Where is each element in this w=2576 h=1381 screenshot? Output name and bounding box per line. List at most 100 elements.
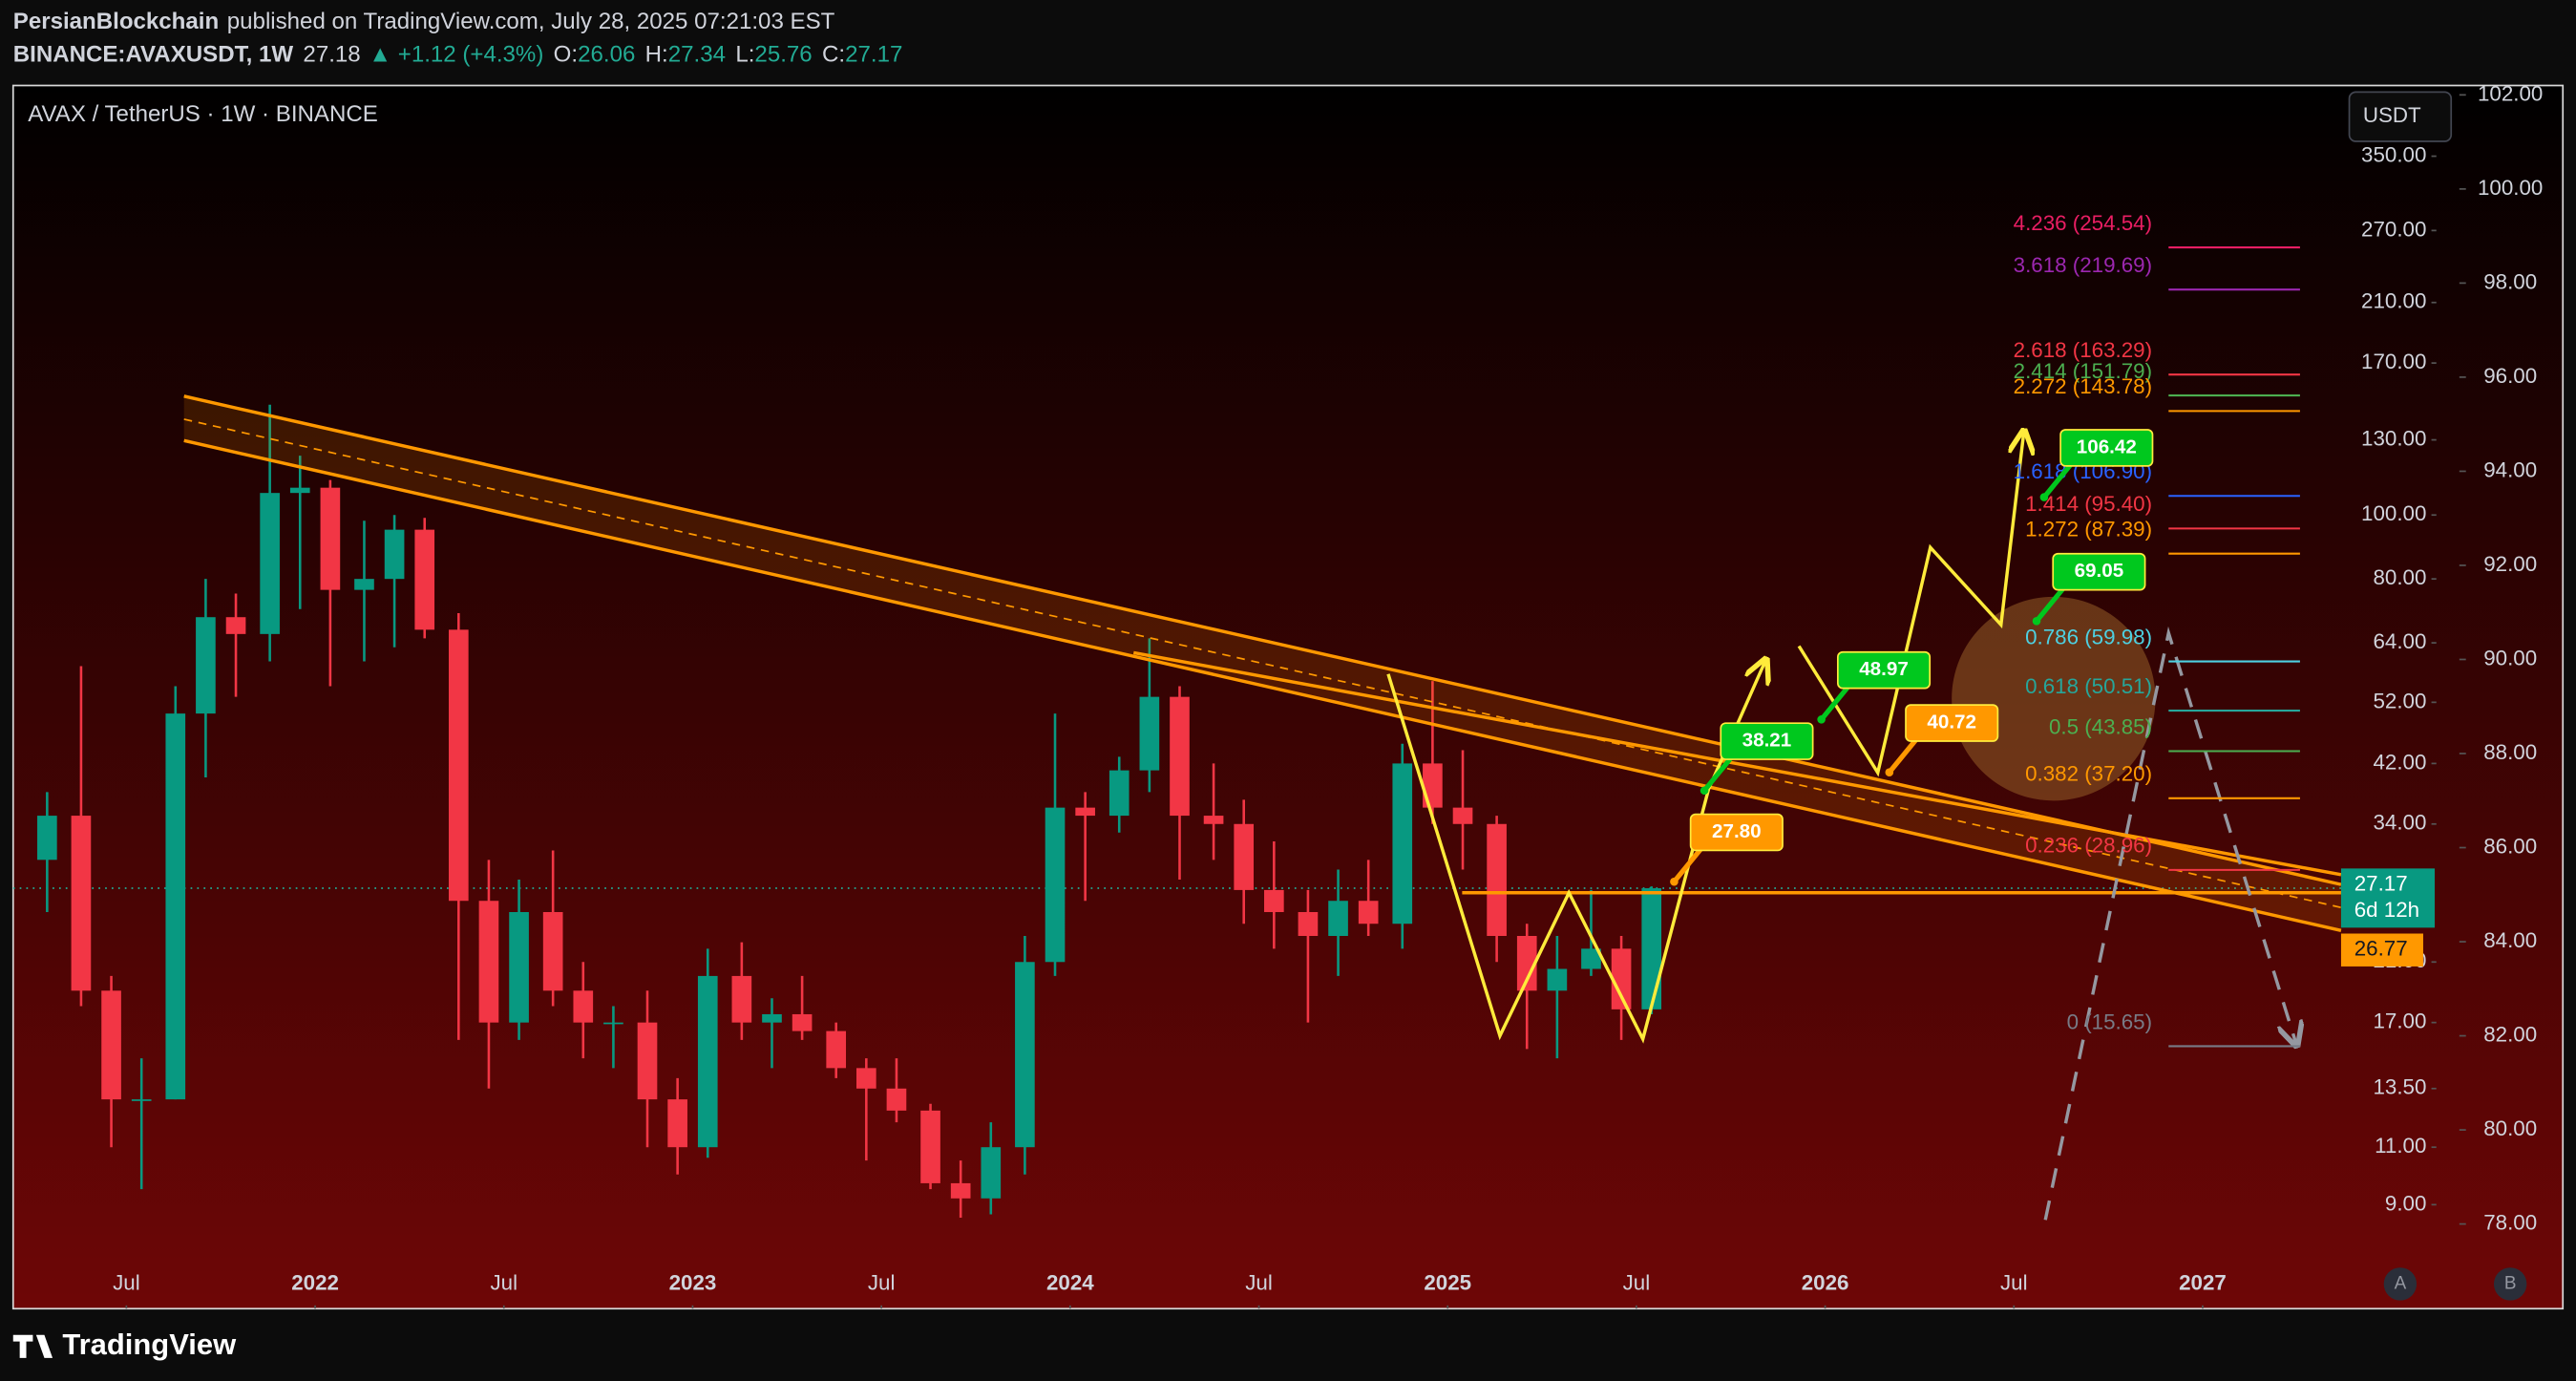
target-point (1700, 786, 1709, 796)
overlay: Jul 2022 Jul 2023 Jul 2024 Jul 2025 Jul 2026 Jul 20… (113, 81, 2543, 1309)
projection (1386, 659, 1766, 1044)
candle-body (384, 529, 405, 580)
candle-body (1075, 807, 1095, 817)
projection-gray (2043, 626, 2296, 1221)
candle-body (320, 487, 341, 590)
candle-body (1516, 935, 1537, 991)
y2-tick-label: 98.00 (2483, 269, 2537, 293)
y-tick-label: 100.00 (2361, 501, 2426, 525)
y-tick-label: 350.00 (2361, 142, 2426, 166)
candle-body (920, 1110, 940, 1183)
candle-body (762, 1013, 782, 1023)
last-price-tag (2340, 868, 2436, 928)
target-zone (1952, 596, 2156, 801)
y-tick-label: 11.00 (2375, 1134, 2426, 1158)
y2-tick-label: 84.00 (2483, 928, 2537, 952)
target-box (2052, 552, 2146, 591)
y2-tick-label: 78.00 (2483, 1210, 2537, 1234)
target-connector (1887, 734, 1921, 775)
candle-body (1328, 901, 1348, 936)
candle-body (1298, 911, 1319, 936)
x-tick-label: Jul (113, 1270, 140, 1294)
y2-tick-label: 88.00 (2483, 740, 2537, 764)
drawings (183, 394, 2342, 1221)
fib-label: 2.414 (151.79) (2014, 359, 2152, 383)
target-label: 40.72 (1927, 711, 1976, 733)
ohlc-key: L: (735, 42, 754, 68)
candle-body (1015, 962, 1035, 1148)
candle-body (1581, 948, 1601, 969)
target-point (2039, 493, 2049, 501)
candle-body (478, 901, 499, 1023)
line-price-label: 26.77 (2354, 937, 2408, 961)
candle-body (856, 1068, 876, 1089)
button-a[interactable] (2383, 1267, 2418, 1301)
candle-body (1423, 763, 1443, 808)
target-box (1689, 813, 1784, 852)
projection (1797, 431, 2024, 777)
candle-body (950, 1182, 971, 1199)
target-connector (1672, 843, 1706, 883)
y-tick-label: 170.00 (2361, 350, 2426, 373)
symbol: BINANCE:AVAXUSDT, 1W (13, 42, 294, 68)
y-tick-label: 9.00 (2385, 1191, 2427, 1215)
x-tick-label: 2027 (2179, 1270, 2227, 1294)
candle-body (1109, 770, 1130, 817)
candle-body (826, 1030, 847, 1069)
currency-label[interactable]: USDT (2363, 103, 2421, 127)
y2-tick-label: 96.00 (2483, 364, 2537, 388)
button-b[interactable] (2493, 1267, 2527, 1301)
candle-body (792, 1013, 813, 1031)
header-line-1: PersianBlockchain published on TradingVie… (13, 9, 835, 34)
ohlc-value: 27.34 (668, 42, 726, 68)
target-point (1670, 877, 1679, 886)
candle-body (165, 713, 186, 1100)
candle-body (71, 816, 92, 991)
target-label: 38.21 (1742, 730, 1792, 752)
published: published on TradingView.com, July 28, 2… (227, 9, 835, 34)
fib-label: 0.382 (37.20) (2025, 762, 2152, 786)
candle-body (667, 1099, 687, 1148)
candle-body (196, 617, 216, 714)
button-b-label[interactable]: B (2504, 1273, 2517, 1293)
y2-tick-label: 80.00 (2483, 1116, 2537, 1140)
currency-button[interactable] (2348, 91, 2453, 142)
fib-label: 0.5 (43.85) (2049, 714, 2152, 738)
countdown-label: 6d 12h (2354, 898, 2419, 922)
ohlc-key: O: (554, 42, 578, 68)
ohlc-key: H: (645, 42, 668, 68)
fib-label: 0.618 (50.51) (2025, 674, 2152, 698)
chart-title: AVAX / TetherUS · 1W · BINANCE (28, 101, 378, 127)
candle-body (1641, 888, 1662, 1009)
ohlc-key: C: (822, 42, 845, 68)
x-tick-label: Jul (1623, 1270, 1651, 1294)
target-box (2059, 429, 2154, 467)
target-label: 27.80 (1712, 820, 1762, 842)
x-tick-label: Jul (2000, 1270, 2028, 1294)
y-tick-label: 13.50 (2373, 1075, 2426, 1099)
button-a-label[interactable]: A (2395, 1273, 2407, 1293)
line-price-tag (2340, 933, 2423, 967)
y2-tick-label: 100.00 (2478, 176, 2543, 200)
candle-body (981, 1147, 1002, 1199)
price: 27.18 (303, 42, 360, 68)
y-tick-label: 17.00 (2373, 1009, 2426, 1033)
candle-body (573, 990, 594, 1023)
target-box (1836, 650, 1932, 690)
x-tick-label: Jul (1245, 1270, 1273, 1294)
candle-body (697, 975, 718, 1148)
author: PersianBlockchain (13, 9, 219, 34)
target-connector (1702, 753, 1737, 793)
candle-body (1234, 823, 1255, 890)
x-tick-label: Jul (490, 1270, 517, 1294)
candle-body (1170, 696, 1190, 817)
candle-body (1547, 968, 1568, 991)
x-tick-label: 2022 (291, 1270, 339, 1294)
target-label: 106.42 (2077, 436, 2137, 457)
target-connector (2041, 459, 2076, 499)
x-tick-label: 2026 (1802, 1270, 1849, 1294)
fib-label: 0.236 (28.96) (2025, 834, 2152, 858)
candle-body (886, 1088, 907, 1111)
candle-body (1203, 816, 1224, 824)
